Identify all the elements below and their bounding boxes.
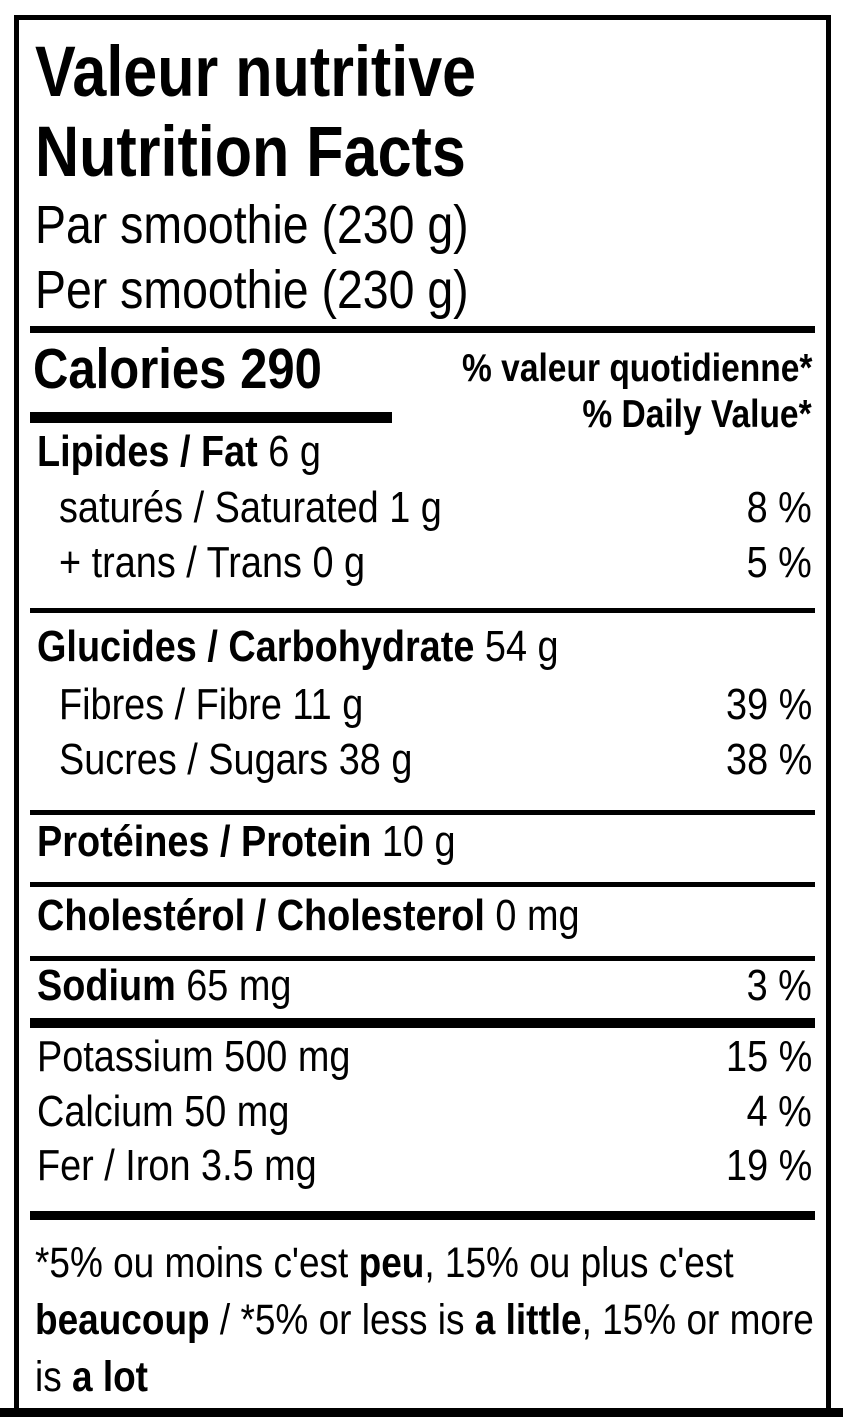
- nutrient-row-iron: Fer / Iron 3.5 mg 19 %: [37, 1144, 812, 1188]
- separator-bar-thick: [30, 1018, 815, 1028]
- footnote-text-bold: a little: [474, 1296, 582, 1344]
- nutrient-name: Fer / Iron: [37, 1141, 191, 1190]
- nutrient-row-protein: Protéines / Protein 10 g: [37, 820, 812, 864]
- nutrient-name: Cholestérol / Cholesterol: [37, 891, 485, 940]
- separator-bar: [30, 956, 815, 961]
- separator-bar-thick: [30, 1211, 815, 1220]
- separator-bar-thick: [30, 326, 815, 333]
- footnote-text-bold: peu: [358, 1239, 425, 1287]
- serving-size-en: Per smoothie (230 g): [35, 260, 469, 320]
- nutrient-amount: 54 g: [484, 622, 559, 671]
- nutrient-name: Protéines / Protein: [37, 817, 372, 866]
- separator-bar: [30, 608, 815, 613]
- nutrient-dv: 15 %: [725, 1032, 812, 1081]
- calories-value: 290: [240, 337, 322, 401]
- nutrient-amount: 65 mg: [186, 961, 292, 1010]
- footnote-text-bold: beaucoup: [35, 1296, 210, 1344]
- calories-label: Calories: [33, 337, 227, 401]
- nutrient-row-trans: + trans / Trans 0 g 5 %: [37, 541, 812, 585]
- nutrient-name: Potassium: [37, 1032, 214, 1081]
- nutrient-row-cholesterol: Cholestérol / Cholesterol 0 mg: [37, 894, 812, 938]
- nutrition-facts-box: Valeur nutritive Nutrition Facts Par smo…: [14, 15, 831, 1408]
- nutrient-amount: 0 g: [312, 538, 366, 587]
- nutrient-row-saturated: saturés / Saturated 1 g 8 %: [37, 486, 812, 530]
- nutrient-row-carbohydrate: Glucides / Carbohydrate 54 g: [37, 625, 812, 669]
- footnote-text: , 15% or more: [581, 1296, 814, 1344]
- footnote-text: *5% ou moins c'est: [35, 1239, 359, 1287]
- nutrient-name: saturés / Saturated: [59, 483, 379, 532]
- nutrient-row-fibre: Fibres / Fibre 11 g 39 %: [37, 683, 812, 727]
- footnote-line: is a lot: [35, 1349, 148, 1406]
- label-title-en: Nutrition Facts: [35, 113, 466, 192]
- nutrient-amount: 38 g: [338, 735, 413, 784]
- nutrient-amount: 1 g: [389, 483, 442, 532]
- daily-value-header: % valeur quotidienne* % Daily Value*: [405, 346, 812, 438]
- nutrient-dv: 8 %: [746, 483, 812, 532]
- nutrient-name: Fibres / Fibre: [59, 680, 282, 729]
- footnote-text: is: [35, 1353, 72, 1401]
- nutrient-row-fat: Lipides / Fat 6 g: [37, 430, 812, 474]
- nutrient-name: Calcium: [37, 1087, 174, 1136]
- daily-value-header-en: % Daily Value*: [582, 393, 812, 436]
- nutrient-row-potassium: Potassium 500 mg 15 %: [37, 1035, 812, 1079]
- nutrient-row-calcium: Calcium 50 mg 4 %: [37, 1090, 812, 1134]
- nutrient-dv: 38 %: [725, 735, 812, 784]
- nutrient-amount: 50 mg: [184, 1087, 290, 1136]
- nutrient-name: Sodium: [37, 961, 176, 1010]
- label-title-fr: Valeur nutritive: [35, 33, 477, 112]
- nutrient-dv: 39 %: [725, 680, 812, 729]
- nutrient-name: Glucides / Carbohydrate: [37, 622, 475, 671]
- daily-value-header-fr: % valeur quotidienne*: [461, 347, 812, 390]
- nutrient-row-sugars: Sucres / Sugars 38 g 38 %: [37, 738, 812, 782]
- nutrient-dv: 3 %: [746, 961, 812, 1010]
- nutrient-dv: 19 %: [725, 1141, 812, 1190]
- daily-value-footnote: *5% ou moins c'est peu, 15% ou plus c'es…: [35, 1235, 843, 1406]
- footnote-text: , 15% ou plus c'est: [424, 1239, 734, 1287]
- nutrient-amount: 11 g: [292, 680, 364, 729]
- nutrient-name: Lipides / Fat: [37, 427, 258, 476]
- nutrient-name: Sucres / Sugars: [59, 735, 329, 784]
- nutrient-name: + trans / Trans: [59, 538, 302, 587]
- nutrient-dv: 5 %: [746, 538, 812, 587]
- nutrient-amount: 0 mg: [495, 891, 580, 940]
- nutrient-dv: 4 %: [746, 1087, 812, 1136]
- calories-underline-bar: [30, 412, 392, 423]
- footnote-line: beaucoup / *5% or less is a little, 15% …: [35, 1292, 814, 1349]
- footnote-text: / *5% or less is: [209, 1296, 475, 1344]
- separator-bar: [30, 810, 815, 815]
- serving-size-fr: Par smoothie (230 g): [35, 195, 469, 255]
- nutrient-row-sodium: Sodium 65 mg 3 %: [37, 964, 812, 1008]
- calories-row: Calories 290: [33, 341, 369, 398]
- nutrient-amount: 10 g: [381, 817, 456, 866]
- nutrient-amount: 500 mg: [224, 1032, 351, 1081]
- footnote-text-bold: a lot: [71, 1353, 149, 1401]
- footnote-line: *5% ou moins c'est peu, 15% ou plus c'es…: [35, 1235, 734, 1292]
- nutrition-facts-content: Valeur nutritive Nutrition Facts Par smo…: [19, 20, 826, 1408]
- separator-bar: [30, 882, 815, 887]
- nutrient-amount: 3.5 mg: [201, 1141, 317, 1190]
- nutrient-amount: 6 g: [268, 427, 321, 476]
- label-bottom-border-bar: [0, 1408, 843, 1417]
